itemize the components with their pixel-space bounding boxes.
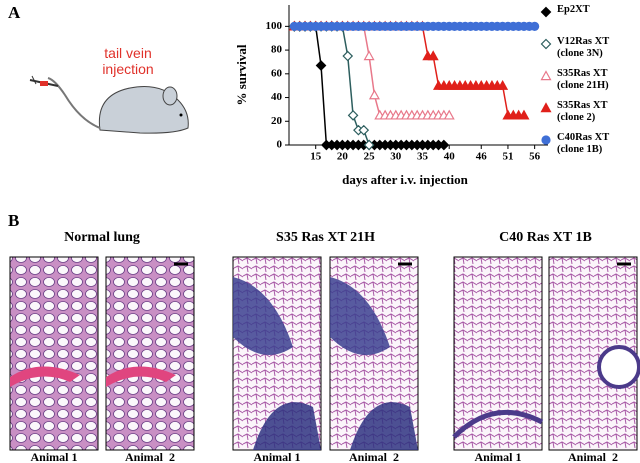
y-tick-label: 60: [271, 67, 283, 79]
y-tick-label: 20: [271, 115, 283, 127]
legend-item: S35Ras XT (clone 2): [540, 100, 640, 126]
data-point: [518, 109, 530, 120]
x-tick-label: 20: [337, 151, 349, 163]
data-point: [363, 139, 375, 151]
legend-item: C40Ras XT (clone 1B): [540, 132, 640, 158]
legend-label: C40Ras XT (clone 1B): [557, 132, 610, 155]
tissue-region: [10, 366, 80, 387]
y-tick-label: 80: [271, 44, 283, 56]
data-point: [497, 79, 509, 90]
animal-label: Animal 2: [125, 450, 175, 463]
y-tick-label: 0: [277, 139, 283, 151]
illustration-caption: tail vein injection: [102, 45, 154, 77]
data-point: [358, 124, 370, 136]
x-tick-label: 30: [390, 151, 402, 163]
x-tick-label: 46: [476, 151, 488, 163]
animal-label: Animal 1: [253, 450, 300, 463]
legend-label: Ep2XT: [557, 4, 590, 15]
series-line: [294, 25, 524, 117]
data-point: [443, 109, 455, 120]
airway: [597, 345, 640, 389]
mouse-illustration: [29, 75, 189, 134]
group-title: S35 Ras XT 21H: [276, 230, 375, 245]
series-line: [294, 25, 444, 146]
data-point: [438, 139, 450, 151]
legend-label: V12Ras XT (clone 3N): [557, 36, 610, 59]
legend-marker: [541, 135, 551, 145]
x-tick-label: 51: [502, 151, 513, 163]
data-point: [427, 50, 439, 61]
legend: Ep2XT V12Ras XT (clone 3N) S35Ras XT (clon…: [540, 4, 640, 164]
group-title: C40 Ras XT 1B: [499, 230, 592, 245]
legend-item: S35Ras XT (clone 21H): [540, 68, 640, 94]
y-tick-label: 40: [271, 91, 283, 103]
marker: [540, 102, 552, 113]
data-point: [530, 21, 540, 31]
histology-panels: Normal lung Animal 1 Animal 2 S35 Ras XT 21…: [9, 230, 640, 463]
histology-image: [105, 256, 195, 451]
data-point: [363, 50, 375, 61]
legend-marker: [540, 102, 552, 113]
x-tick-label: 35: [417, 151, 429, 163]
x-tick-label: 25: [364, 151, 376, 163]
data-point: [315, 60, 327, 71]
legend-marker: [540, 6, 552, 18]
panel-label: B: [8, 211, 19, 230]
x-tick-label: 15: [310, 151, 322, 163]
data-point: [342, 50, 354, 62]
tissue-region: [233, 277, 293, 355]
marker: [540, 38, 552, 50]
animal-label: Animal 2: [568, 450, 618, 463]
data-point: [368, 89, 380, 100]
y-axis-label: % survival: [234, 44, 249, 105]
tissue-region: [350, 402, 418, 450]
legend-marker: [540, 38, 552, 50]
histology-image: [9, 256, 99, 451]
x-axis-label: days after i.v. injection: [342, 172, 469, 187]
panel-label: A: [8, 3, 21, 22]
legend-label: S35Ras XT (clone 21H): [557, 68, 609, 91]
animal-label: Animal 1: [474, 450, 521, 463]
x-tick-label: 56: [529, 151, 541, 163]
y-tick-label: 100: [266, 20, 283, 32]
x-tick-label: 40: [444, 151, 456, 163]
legend-marker: [540, 70, 552, 81]
legend-item: Ep2XT: [540, 4, 640, 30]
animal-label: Animal 1: [30, 450, 77, 463]
plot: [288, 20, 540, 151]
legend-item: V12Ras XT (clone 3N): [540, 36, 640, 62]
tissue-region: [330, 277, 390, 355]
tissue-region: [106, 366, 176, 387]
marker: [541, 135, 551, 145]
airway: [452, 409, 544, 439]
marker: [540, 6, 552, 18]
group-title: Normal lung: [64, 230, 140, 245]
legend-label: S35Ras XT (clone 2): [557, 100, 608, 123]
marker: [540, 70, 552, 81]
data-point: [347, 109, 359, 121]
animal-label: Animal 2: [349, 450, 399, 463]
histology-image: [453, 256, 543, 451]
tissue-region: [253, 402, 321, 450]
